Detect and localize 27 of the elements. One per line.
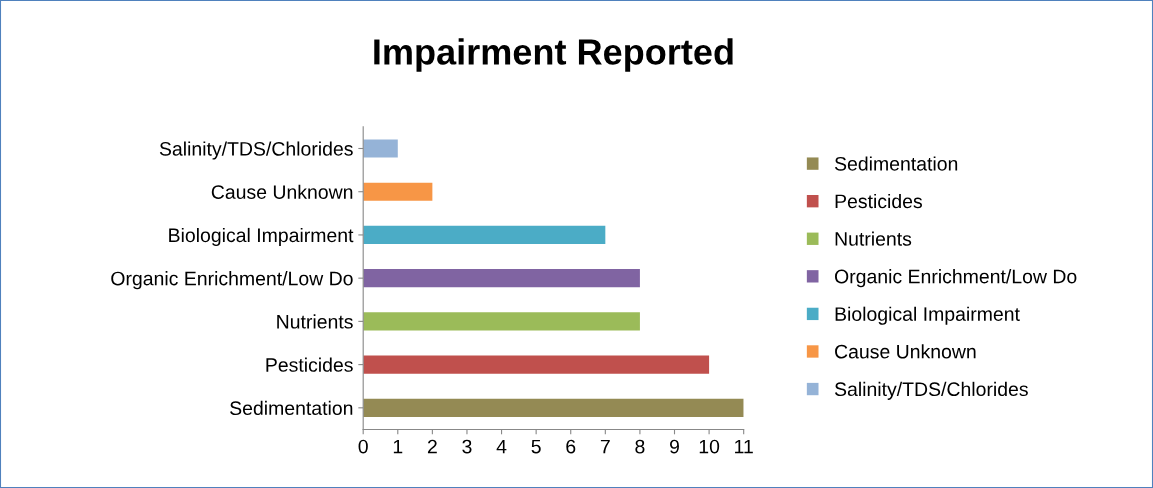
y-tick-label: Sedimentation xyxy=(230,400,353,416)
y-tick-label: Organic Enrichment/Low Do xyxy=(111,271,353,290)
y-tick-label: Cause Unknown xyxy=(211,184,353,199)
chart-title: Impairment Reported xyxy=(374,38,733,72)
x-tick-label: 2 xyxy=(427,439,437,454)
legend-label: Nutrients xyxy=(835,231,912,246)
legend-label: Biological Impairment xyxy=(835,306,1020,325)
y-tick-label: Biological Impairment xyxy=(169,227,354,247)
x-tick-label: 5 xyxy=(531,439,541,454)
legend-label: Sedimentation xyxy=(834,156,958,171)
legend-label: Organic Enrichment/Low Do xyxy=(834,269,1077,288)
x-tick-label: 11 xyxy=(735,439,753,454)
legend-label: Pesticides xyxy=(835,193,922,209)
y-tick-label: Salinity/TDS/Chlorides xyxy=(159,141,353,160)
x-tick-label: 4 xyxy=(496,439,507,454)
x-tick-label: 7 xyxy=(600,439,610,454)
x-tick-label: 3 xyxy=(462,439,472,454)
x-tick-label: 0 xyxy=(358,439,368,454)
y-tick-label: Pesticides xyxy=(266,357,353,372)
x-tick-label: 6 xyxy=(566,439,576,454)
legend-label: Cause Unknown xyxy=(835,344,976,359)
x-tick-label: 8 xyxy=(635,439,645,454)
x-tick-label: 9 xyxy=(670,439,679,454)
x-tick-label: 1 xyxy=(393,439,403,454)
y-tick-label: Nutrients xyxy=(277,314,353,329)
x-tick-label: 10 xyxy=(699,439,720,454)
legend-label: Salinity/TDS/Chlorides xyxy=(834,381,1028,400)
